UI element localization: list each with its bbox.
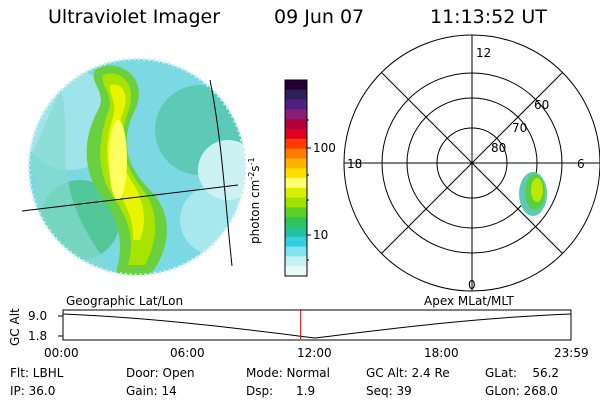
ip-readout: IP: 36.0: [10, 384, 56, 398]
lat-label-80: 80: [491, 141, 507, 155]
seq-readout: Seq: 39: [366, 384, 412, 398]
colorbar-swatch: [285, 138, 307, 150]
altitude-curve: [62, 313, 572, 339]
mlt-label-12: 12: [476, 46, 492, 60]
colorbar-swatch: [285, 256, 307, 267]
colorbar-swatch: [285, 129, 307, 140]
mlt-label-6: 6: [577, 157, 585, 171]
polar-mlt-plot: [343, 34, 600, 292]
colorbar-swatch: [285, 80, 307, 91]
xtick-0600: 06:00: [170, 346, 205, 360]
lat-label-60: 60: [534, 98, 550, 112]
colorbar: [284, 79, 311, 277]
colorbar-swatch: [285, 148, 307, 159]
geographic-latlon-label: Geographic Lat/Lon: [66, 294, 184, 308]
colorbar-swatch: [285, 207, 307, 218]
altitude-timeline: [58, 309, 572, 341]
glon-readout: GLon: 268.0: [485, 384, 558, 398]
xtick-0000: 00:00: [44, 346, 79, 360]
date-label: 09 Jun 07: [274, 6, 365, 28]
colorbar-swatch: [285, 217, 307, 228]
colorbar-swatch: [285, 187, 307, 199]
glat-readout: GLat: 56.2: [485, 366, 560, 380]
colorbar-swatch: [285, 109, 307, 120]
mlt-label-0: 0: [468, 278, 476, 292]
gc-alt-readout: GC Alt: 2.4 Re: [366, 366, 450, 380]
colorbar-unit-label: photon cm-2s-1: [247, 157, 262, 244]
xtick-1800: 18:00: [424, 346, 459, 360]
xtick-2359: 23:59: [554, 346, 589, 360]
apex-mlat-mlt-label: Apex MLat/MLT: [424, 294, 514, 308]
colorbar-swatch: [285, 246, 307, 257]
time-label: 11:13:52 UT: [430, 6, 547, 28]
colorbar-swatch: [285, 158, 307, 169]
colorbar-label-100: 100: [313, 141, 336, 155]
colorbar-swatch: [285, 236, 307, 248]
instrument-title: Ultraviolet Imager: [48, 6, 221, 28]
mlt-label-18: 18: [347, 157, 363, 171]
ytick-1-8: 1.8: [28, 329, 48, 343]
lat-label-70: 70: [512, 121, 528, 135]
colorbar-swatch: [285, 227, 307, 238]
colorbar-swatch: [285, 266, 307, 277]
colorbar-label-10: 10: [313, 228, 329, 242]
polar-aurora-blob: [519, 172, 547, 216]
colorbar-swatch: [285, 119, 307, 130]
ytick-9: 9.0: [28, 309, 48, 323]
gc-alt-axis-label: GC Alt: [8, 308, 22, 346]
colorbar-swatch: [285, 99, 307, 110]
colorbar-swatch: [285, 89, 307, 101]
colorbar-swatch: [285, 197, 307, 208]
dsp-readout: Dsp: 1.9: [246, 384, 316, 398]
colorbar-swatch: [285, 178, 307, 189]
uv-earth-image: [21, 57, 247, 277]
mode-readout: Mode: Normal: [246, 366, 330, 380]
door-readout: Door: Open: [126, 366, 195, 380]
gain-readout: Gain: 14: [126, 384, 177, 398]
colorbar-swatch: [285, 168, 307, 179]
filter-readout: Flt: LBHL: [10, 366, 64, 380]
xtick-1200: 12:00: [297, 346, 332, 360]
